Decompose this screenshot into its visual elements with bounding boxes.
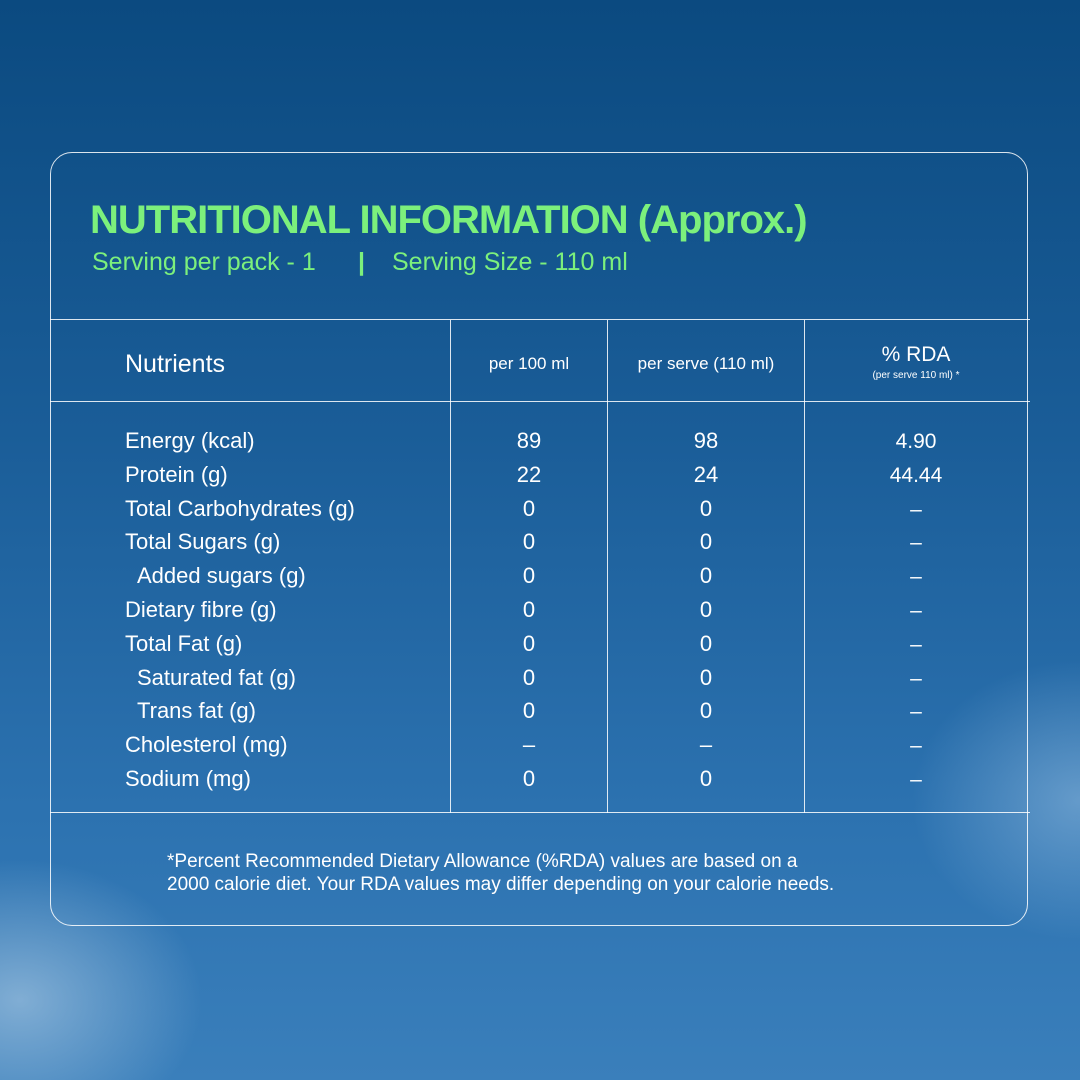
nutrient-name: Added sugars (g): [137, 563, 306, 589]
nutrient-name: Dietary fibre (g): [125, 597, 277, 622]
column-header: per 100 ml: [488, 354, 570, 373]
footnote: 2000 calorie diet. Your RDA values may d…: [167, 874, 835, 895]
per-100ml-value: 0: [522, 563, 536, 589]
rda-value: –: [910, 666, 922, 690]
rda-value: –: [910, 599, 922, 622]
per-serve-value: 0: [699, 563, 713, 589]
nutrient-name: Total Sugars (g): [125, 529, 281, 555]
divider: [50, 401, 1030, 402]
per-serve-value: 24: [693, 461, 719, 487]
rda-value: –: [910, 768, 922, 791]
rda-value: –: [910, 531, 922, 555]
per-100ml-value: 0: [522, 495, 536, 521]
rda-value: –: [910, 497, 922, 521]
nutrient-name: Cholesterol (mg): [125, 732, 288, 758]
per-serve-value: 0: [699, 529, 713, 555]
divider: [50, 812, 1030, 813]
title: NUTRITIONAL INFORMATION (Approx.): [90, 198, 808, 242]
panel: [50, 152, 1028, 926]
nutrient-name: Trans fat (g): [137, 698, 256, 724]
per-serve-value: 0: [699, 698, 713, 724]
per-serve-value: 98: [693, 428, 719, 453]
subtitle: Serving per pack - 1: [92, 248, 316, 276]
nutrient-name: Sodium (mg): [125, 766, 251, 791]
footnote: *Percent Recommended Dietary Allowance (…: [167, 851, 798, 872]
per-serve-value: 0: [699, 597, 713, 622]
per-100ml-value: 0: [522, 529, 536, 555]
column-divider: [450, 320, 451, 813]
per-100ml-value: 0: [522, 664, 536, 690]
per-100ml-value: 0: [522, 597, 536, 622]
nutrient-name: Protein (g): [125, 461, 228, 487]
nutrient-name: Energy (kcal): [125, 428, 255, 453]
subtitle: Serving Size - 110 ml: [392, 248, 628, 276]
rda-value: –: [910, 700, 922, 724]
per-serve-value: 0: [699, 630, 713, 656]
rda-value: –: [910, 565, 922, 589]
rda-value: –: [910, 632, 922, 656]
per-100ml-value: 89: [516, 428, 542, 453]
per-serve-value: 0: [699, 766, 713, 791]
column-divider: [804, 320, 805, 813]
rda-value: –: [910, 734, 922, 758]
per-serve-value: 0: [699, 495, 713, 521]
divider: [50, 319, 1030, 320]
per-100ml-value: –: [522, 732, 536, 758]
rda-value: 4.90: [895, 430, 937, 453]
column-header: % RDA: [881, 343, 951, 366]
separator: |: [358, 248, 365, 276]
column-divider: [607, 320, 608, 813]
column-note: (per serve 110 ml) *: [872, 370, 960, 381]
per-serve-value: 0: [699, 664, 713, 690]
per-serve-value: –: [699, 732, 713, 758]
per-100ml-value: 0: [522, 766, 536, 791]
per-100ml-value: 22: [516, 461, 542, 487]
nutrient-name: Total Fat (g): [125, 630, 243, 656]
per-100ml-value: 0: [522, 698, 536, 724]
column-header: Nutrients: [125, 350, 226, 378]
nutrient-name: Total Carbohydrates (g): [125, 495, 355, 521]
column-header: per serve (110 ml): [637, 354, 775, 373]
per-100ml-value: 0: [522, 630, 536, 656]
rda-value: 44.44: [889, 463, 943, 487]
nutrient-name: Saturated fat (g): [137, 664, 296, 690]
